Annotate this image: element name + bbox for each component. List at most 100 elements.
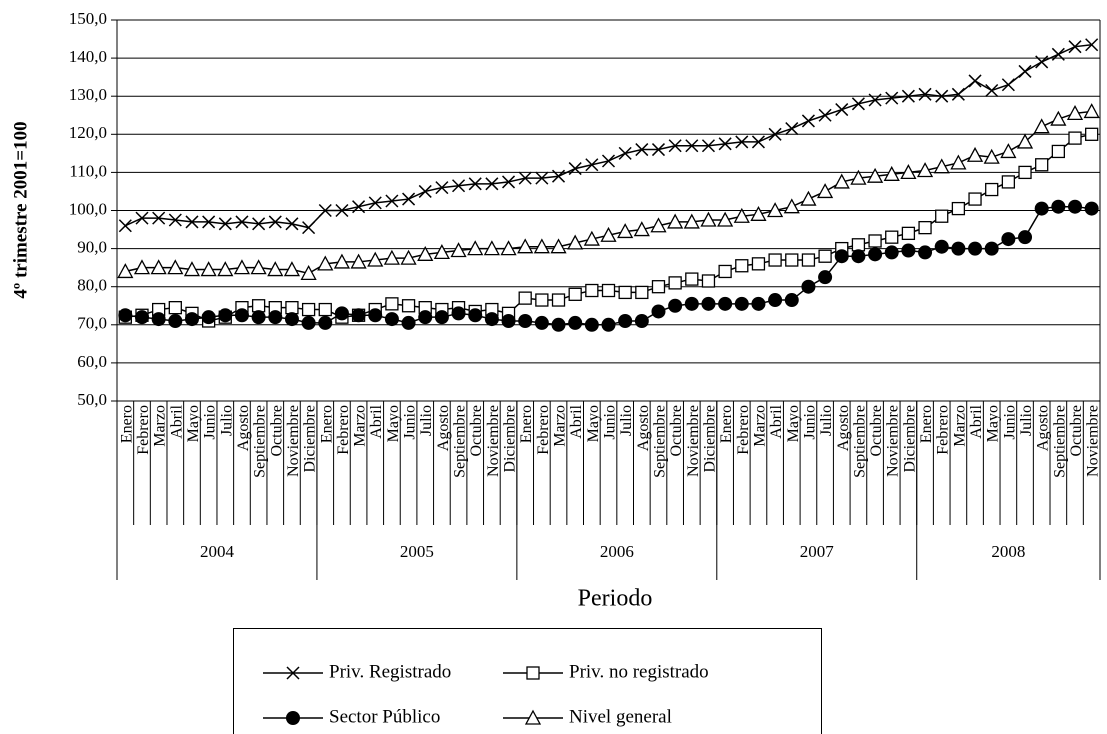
data-point (168, 213, 182, 227)
x-tick-label: Junio (202, 405, 219, 440)
data-point (484, 312, 499, 327)
x-tick-label: Abril (768, 404, 785, 438)
data-point (568, 162, 582, 176)
data-point (884, 245, 899, 260)
data-point (885, 91, 899, 105)
data-point (217, 261, 234, 277)
data-point (684, 296, 699, 311)
data-point (1051, 144, 1065, 159)
data-point (768, 127, 782, 141)
x-tick-label: Agosto (635, 405, 652, 451)
x-tick-label: Enero (118, 405, 135, 443)
data-point (984, 241, 999, 256)
data-point (1001, 232, 1016, 247)
data-point (934, 239, 949, 254)
data-point (283, 261, 301, 277)
x-tick-label: Noviembre (285, 405, 302, 477)
data-point (968, 241, 983, 256)
data-point (817, 183, 834, 199)
x-tick-label: Julio (418, 405, 435, 436)
data-point (450, 242, 467, 258)
data-point (935, 89, 949, 103)
x-tick-label: Agosto (835, 405, 852, 451)
x-tick-label: Enero (318, 405, 335, 443)
data-point (535, 293, 549, 307)
data-point (768, 293, 783, 308)
data-point (683, 213, 700, 229)
data-point (735, 135, 749, 149)
data-point (651, 143, 666, 157)
data-point (901, 243, 916, 258)
data-point (318, 315, 333, 330)
data-point (617, 223, 634, 239)
data-point (1085, 38, 1099, 52)
data-point (667, 213, 684, 229)
data-point (735, 259, 749, 273)
data-point (818, 270, 833, 285)
data-point (401, 299, 416, 313)
data-point (267, 261, 284, 277)
y-tick-label: 130,0 (69, 85, 107, 104)
data-point (534, 315, 549, 330)
x-tick-label: Septiembre (452, 405, 469, 478)
x-tick-label: Mayo (385, 405, 402, 442)
data-point (400, 249, 417, 265)
legend-box (233, 628, 822, 734)
data-point (551, 169, 566, 183)
data-point (618, 285, 632, 300)
data-point (352, 200, 366, 214)
data-point (183, 261, 201, 277)
data-point (200, 261, 217, 277)
data-point (717, 211, 734, 227)
x-tick-label: Marzo (951, 405, 968, 447)
data-point (785, 122, 799, 136)
data-point (567, 234, 584, 250)
data-point (468, 308, 483, 323)
data-point (433, 244, 450, 260)
data-point (518, 313, 533, 328)
data-point (983, 148, 1000, 164)
data-point (301, 302, 316, 317)
x-tick-label: Noviembre (685, 405, 702, 477)
data-point (418, 310, 433, 325)
data-point (966, 146, 984, 162)
data-point (1035, 55, 1049, 69)
data-point (968, 192, 982, 206)
x-tick-label: Junio (1001, 405, 1018, 440)
x-tick-label: Septiembre (651, 405, 668, 478)
x-tick-label: Diciembre (901, 405, 918, 473)
x-tick-label: Febrero (135, 405, 152, 455)
data-point (784, 293, 799, 308)
data-point (1051, 47, 1065, 61)
data-point (868, 234, 882, 248)
data-point (985, 83, 999, 98)
data-point (818, 249, 832, 263)
data-point (668, 139, 682, 153)
data-point (1033, 118, 1050, 134)
data-point (768, 253, 782, 267)
data-point (801, 114, 815, 128)
data-point (333, 253, 351, 269)
data-point (901, 89, 915, 103)
data-point (218, 308, 233, 323)
data-point (384, 312, 399, 327)
x-tick-label: Junio (402, 405, 419, 440)
data-point (467, 240, 484, 256)
data-point (1001, 175, 1016, 189)
data-point (117, 263, 134, 279)
data-point (801, 279, 816, 294)
data-point (1018, 230, 1033, 245)
data-point (1034, 201, 1049, 216)
data-point (1083, 103, 1100, 119)
data-point (584, 317, 599, 332)
data-point (851, 249, 866, 264)
y-tick-label: 100,0 (69, 199, 107, 218)
x-tick-label: Julio (218, 405, 235, 436)
data-point (634, 313, 649, 328)
x-tick-label: Marzo (352, 405, 369, 447)
data-point (533, 238, 550, 254)
data-point (483, 240, 500, 256)
data-point (302, 221, 316, 235)
data-point (551, 317, 566, 332)
data-point (918, 87, 932, 101)
